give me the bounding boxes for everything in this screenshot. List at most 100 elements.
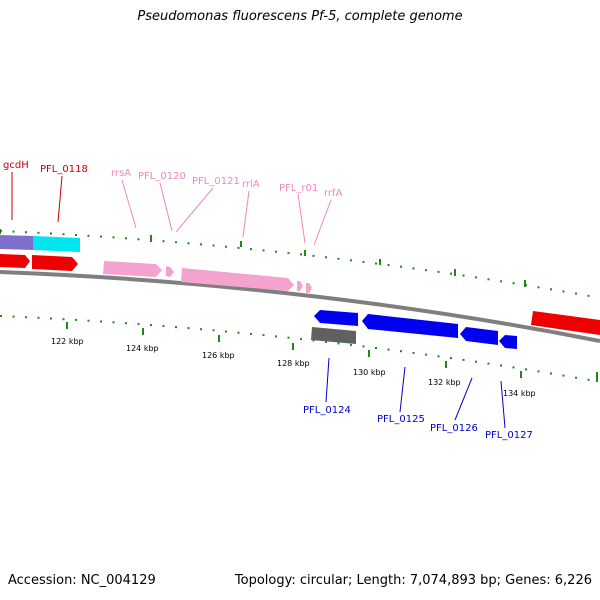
tick-dot bbox=[350, 343, 352, 346]
tick-dot bbox=[162, 325, 165, 328]
tick-dot bbox=[0, 315, 2, 317]
tick-dot bbox=[425, 353, 427, 356]
tick-dot bbox=[437, 355, 440, 358]
tick-dot bbox=[387, 348, 390, 351]
tick-dot bbox=[450, 272, 452, 275]
tick-dot bbox=[325, 340, 327, 343]
tick-dot bbox=[575, 292, 577, 295]
tick-dot bbox=[37, 231, 40, 234]
tick-dot bbox=[212, 244, 215, 247]
tick-dot bbox=[75, 234, 77, 236]
tick-dot bbox=[400, 350, 402, 353]
feature-pfl-r01[interactable] bbox=[306, 283, 312, 293]
genome-summary-text: Topology: circular; Length: 7,074,893 bp… bbox=[234, 573, 592, 588]
tick-dot bbox=[350, 259, 352, 262]
feature-pfl-0125[interactable] bbox=[362, 314, 458, 338]
scale-label: 126 kbp bbox=[202, 351, 235, 360]
tick-dot bbox=[162, 240, 165, 243]
tick-dot bbox=[587, 294, 590, 297]
scale-label: 132 kbp bbox=[428, 378, 461, 387]
label-pfl-0121: PFL_0121 bbox=[192, 176, 240, 187]
lower-tick-dots bbox=[0, 315, 590, 381]
label-leaders-blue bbox=[325, 357, 506, 429]
lower-major-ticks bbox=[66, 322, 598, 382]
feature-labels-red: gcdH PFL_0118 bbox=[3, 160, 88, 175]
label-gcdh: gcdH bbox=[3, 160, 29, 171]
feature-pfl-0127[interactable] bbox=[499, 335, 517, 349]
tick-dot bbox=[525, 368, 527, 371]
tick-dot bbox=[462, 274, 465, 277]
tick-dot bbox=[550, 288, 552, 291]
tick-dot bbox=[400, 265, 402, 268]
tick-dot bbox=[337, 257, 340, 260]
label-rrla: rrlA bbox=[242, 179, 260, 190]
tick-dot bbox=[75, 318, 77, 321]
tick-dot bbox=[375, 347, 377, 349]
tick-dot bbox=[187, 242, 190, 245]
label-pfl-0120: PFL_0120 bbox=[138, 171, 186, 182]
feature-rrla[interactable] bbox=[181, 268, 294, 291]
tick-dot bbox=[100, 235, 102, 238]
feature-gcdh[interactable] bbox=[0, 254, 30, 268]
tick-dot bbox=[325, 256, 327, 259]
tick-dot bbox=[262, 334, 265, 337]
tick-dot bbox=[112, 236, 115, 239]
tick-dot bbox=[500, 280, 502, 283]
tick-dot bbox=[337, 342, 340, 345]
feature-red-right[interactable] bbox=[531, 311, 600, 335]
tick-dot bbox=[300, 253, 302, 256]
tick-dot bbox=[412, 267, 415, 270]
tick-dot bbox=[237, 246, 240, 249]
tick-dot bbox=[312, 254, 315, 257]
scale-label: 124 kbp bbox=[126, 344, 159, 353]
tick-dot bbox=[87, 234, 90, 237]
scale-label: 128 kbp bbox=[277, 359, 310, 368]
tick-dot bbox=[262, 249, 265, 252]
label-rrfa: rrfA bbox=[324, 188, 343, 199]
tick-dot bbox=[575, 376, 577, 379]
upper-tick-dots bbox=[0, 230, 590, 297]
tick-dot bbox=[37, 316, 40, 319]
tick-dot bbox=[375, 262, 377, 265]
feature-pfl-0118[interactable] bbox=[33, 236, 80, 252]
feature-pfl-0120[interactable] bbox=[166, 266, 174, 277]
feature-gray[interactable] bbox=[311, 327, 356, 344]
tick-dot bbox=[237, 331, 240, 334]
tick-dot bbox=[537, 286, 540, 289]
tick-dot bbox=[250, 248, 252, 251]
tick-dot bbox=[475, 360, 477, 363]
tick-dot bbox=[437, 270, 440, 273]
scale-label: 130 kbp bbox=[353, 368, 386, 377]
tick-dot bbox=[175, 241, 177, 244]
feature-purple[interactable] bbox=[0, 235, 33, 250]
accession-text: Accession: NC_004129 bbox=[8, 573, 156, 588]
tick-dot bbox=[500, 364, 502, 367]
reverse-features bbox=[311, 310, 517, 349]
tick-dot bbox=[12, 315, 15, 318]
forward-features bbox=[0, 235, 600, 335]
label-pfl-0127: PFL_0127 bbox=[485, 430, 533, 441]
tick-dot bbox=[87, 319, 90, 322]
tick-dot bbox=[150, 324, 152, 327]
feature-rrfa[interactable] bbox=[297, 281, 303, 291]
tick-dot bbox=[512, 366, 515, 369]
tick-dot bbox=[362, 345, 365, 348]
tick-dot bbox=[12, 230, 15, 233]
tick-dot bbox=[275, 335, 277, 338]
feature-red-2[interactable] bbox=[32, 255, 78, 271]
feature-pfl-0126[interactable] bbox=[460, 327, 498, 345]
map-title: Pseudomonas fluorescens Pf-5, complete g… bbox=[137, 9, 463, 24]
tick-dot bbox=[287, 336, 290, 339]
tick-dot bbox=[512, 282, 515, 285]
tick-dot bbox=[200, 328, 202, 331]
tick-dot bbox=[562, 374, 565, 377]
label-leaders-pink bbox=[121, 179, 332, 246]
tick-dot bbox=[187, 327, 190, 330]
feature-pfl-0124[interactable] bbox=[314, 310, 358, 326]
feature-rrsa[interactable] bbox=[103, 261, 162, 277]
tick-dot bbox=[312, 339, 315, 342]
genome-backbone bbox=[0, 270, 600, 343]
label-pfl-0126: PFL_0126 bbox=[430, 423, 478, 434]
feature-labels-pink: rrsA PFL_0120 PFL_0121 rrlA PFL_r01 rrfA bbox=[111, 168, 343, 199]
